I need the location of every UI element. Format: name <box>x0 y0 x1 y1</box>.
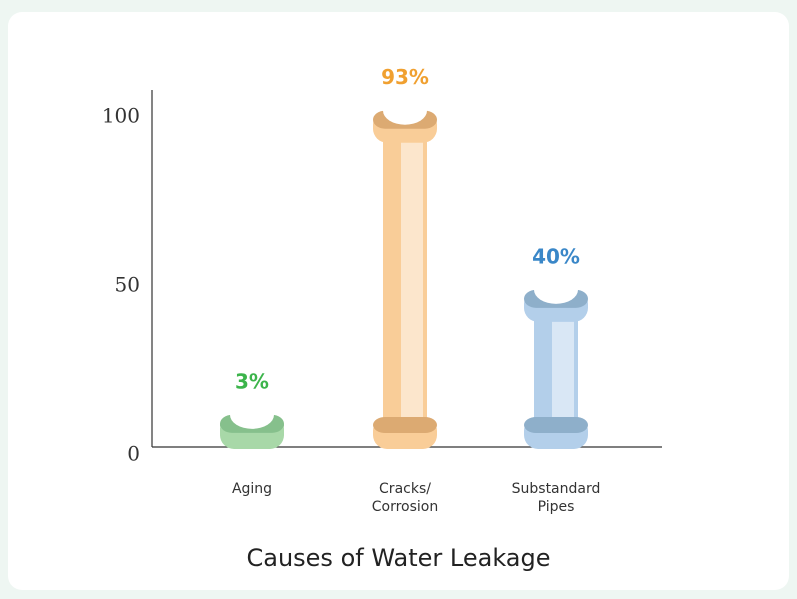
pipe <box>524 276 588 449</box>
pipe-bottom-rim <box>524 417 588 433</box>
chart-title: Causes of Water Leakage <box>0 544 797 572</box>
y-tick-label: 50 <box>115 273 140 297</box>
x-tick-label: Cracks/ Corrosion <box>360 480 450 516</box>
value-label: 3% <box>235 369 269 393</box>
page: 0501003%93%40% Causes of Water Leakage (… <box>0 0 797 599</box>
pipe-opening <box>534 276 578 304</box>
x-tick-label: Substandard Pipes <box>511 480 601 516</box>
pipe-highlight <box>401 141 423 447</box>
value-label: 40% <box>532 244 580 268</box>
pipe <box>220 401 284 449</box>
pipe-bottom-rim <box>373 417 437 433</box>
y-tick-label: 100 <box>102 104 140 128</box>
x-tick-label: Aging <box>207 480 297 498</box>
value-label: 93% <box>381 65 429 89</box>
y-tick-label: 0 <box>127 442 140 466</box>
pipe <box>373 97 437 449</box>
pipe-opening <box>230 401 274 429</box>
pipe-opening <box>383 97 427 125</box>
